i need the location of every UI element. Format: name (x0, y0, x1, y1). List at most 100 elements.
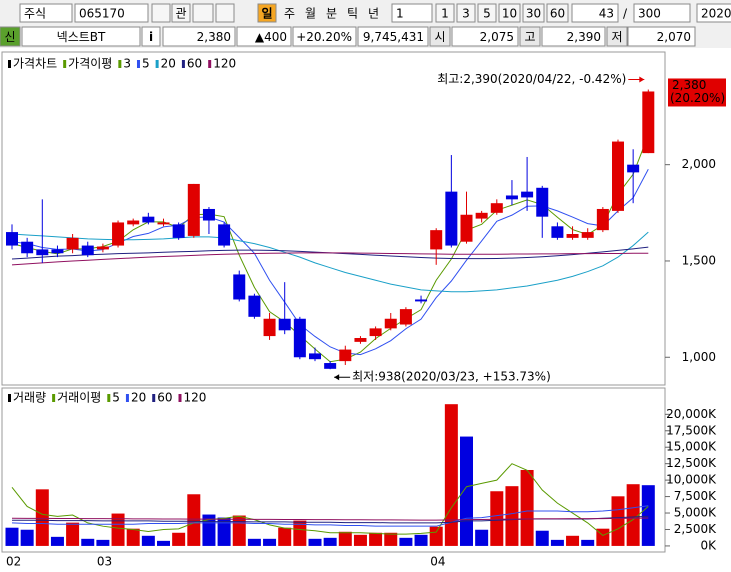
tag-button[interactable] (171, 3, 191, 23)
candle-body (566, 234, 579, 238)
legend-entry: 5 (112, 391, 120, 405)
y-tick-label: 10,000K (666, 473, 717, 487)
volume-bar (460, 436, 473, 546)
interval-button[interactable] (435, 3, 455, 23)
interval-button-text: 10 (502, 7, 517, 21)
legend-marker (8, 60, 11, 68)
period-button-text: 년 (368, 7, 379, 21)
y-tick-label: 12,500K (666, 456, 717, 470)
legend-marker (178, 394, 182, 402)
y-tick-label: 17,500K (666, 423, 717, 437)
open[interactable] (451, 26, 519, 47)
legend-marker (155, 60, 159, 68)
volume-bar (611, 496, 625, 546)
candle-body (536, 187, 549, 217)
date-input[interactable] (696, 3, 731, 23)
candle-body (142, 216, 155, 223)
legend-entry: 가격이평 (68, 57, 112, 71)
count-input[interactable] (571, 3, 619, 23)
legend-marker (63, 60, 67, 68)
low[interactable] (627, 26, 696, 47)
volume-bar (475, 529, 489, 546)
volume-bar (323, 537, 337, 546)
legend-marker (125, 394, 129, 402)
total-input[interactable] (633, 3, 691, 23)
high-annotation: 최고:2,390(2020/04/22, -0.42%) (437, 72, 626, 86)
last-price: 2,380 (672, 78, 706, 92)
legend-marker (136, 60, 140, 68)
candle-body (490, 203, 503, 213)
candle-body (475, 212, 488, 219)
legend-entry: 거래이평 (57, 391, 101, 405)
interval-select[interactable] (391, 3, 433, 23)
high-label[interactable] (519, 26, 541, 47)
interval-button[interactable] (477, 3, 497, 23)
x-tick-label: 04 (430, 555, 445, 569)
legend-entry: 120 (184, 391, 207, 405)
low-label[interactable] (606, 26, 628, 47)
candle-body (399, 309, 412, 325)
x-tick-label: 02 (6, 555, 21, 569)
interval-select-text: 1 (396, 7, 404, 21)
legend-entry: 60 (157, 391, 172, 405)
volume-bar (566, 535, 580, 546)
volume-bar (520, 469, 534, 546)
legend-marker (118, 60, 122, 68)
count-input-text: 43 (599, 7, 614, 21)
price-panel (1, 51, 666, 386)
badge[interactable] (0, 26, 21, 47)
candle-body (596, 208, 609, 231)
high-arrow-head (639, 76, 645, 83)
period-button-text: 분 (326, 7, 337, 21)
period-day[interactable] (257, 3, 277, 23)
open-label[interactable] (429, 26, 451, 47)
volume-bar (96, 539, 110, 546)
code-input[interactable] (74, 3, 149, 23)
low-arrow-head (334, 374, 340, 381)
volume-bar (20, 529, 34, 546)
legend-marker (208, 60, 212, 68)
info-button[interactable] (141, 26, 161, 47)
stock-name-text: 넥스트BT (57, 30, 106, 44)
interval-button[interactable] (546, 3, 569, 23)
volume-bar (50, 536, 64, 546)
change-text: ▲400 (255, 30, 287, 44)
icon-button[interactable] (192, 3, 214, 23)
low-label-text: 저 (611, 30, 622, 44)
candle-body (384, 318, 397, 329)
legend-entry: 120 (213, 57, 236, 71)
open-text: 2,075 (480, 30, 514, 44)
interval-button[interactable] (522, 3, 545, 23)
volume-bar (172, 532, 186, 546)
candle-body (51, 249, 64, 254)
market-select[interactable] (19, 3, 73, 23)
volume[interactable] (357, 26, 429, 47)
candle-body (172, 224, 185, 238)
volume-bar (308, 538, 322, 546)
volume-bar (338, 531, 352, 546)
interval-button[interactable] (456, 3, 476, 23)
volume-bar (157, 540, 170, 546)
price[interactable] (162, 26, 236, 47)
legend-entry: 5 (142, 57, 150, 71)
candle-body (521, 191, 534, 198)
period-button-text: 틱 (347, 7, 358, 21)
candle-body (81, 245, 94, 256)
search-button[interactable] (151, 3, 171, 23)
interval-button-text: 30 (526, 7, 541, 21)
change[interactable] (236, 26, 292, 47)
tag-button-text: 관 (175, 7, 186, 21)
spin-button[interactable] (215, 3, 235, 23)
volume-bar (5, 527, 19, 546)
interval-button[interactable] (498, 3, 521, 23)
volume-bar (278, 527, 292, 546)
volume-bar (641, 485, 655, 546)
x-tick-label: 03 (97, 555, 112, 569)
y-tick-label: 2,500K (674, 522, 717, 536)
stock-name[interactable] (21, 26, 141, 47)
change-rate[interactable] (292, 26, 357, 47)
high[interactable] (541, 26, 606, 47)
candle-body (157, 222, 170, 225)
